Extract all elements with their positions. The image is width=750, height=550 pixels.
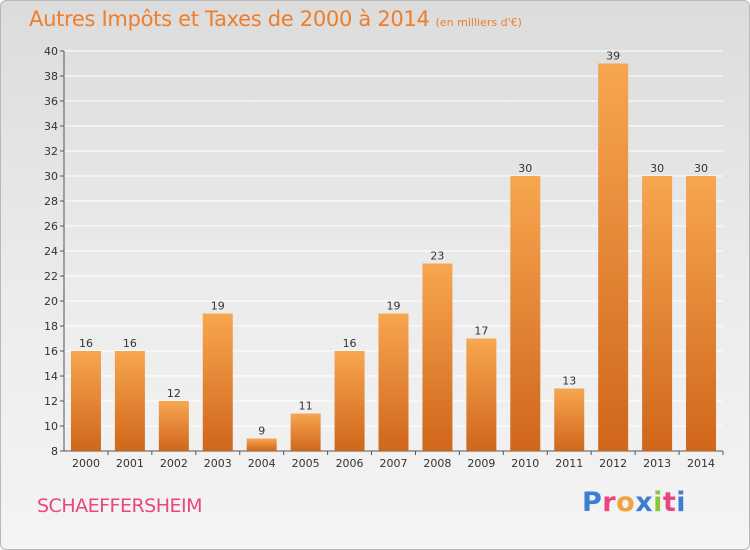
y-tick-label: 32 xyxy=(44,145,58,158)
y-tick-label: 20 xyxy=(44,295,58,308)
y-tick-label: 14 xyxy=(44,370,58,383)
commune-name: SCHAEFFERSHEIM xyxy=(37,495,203,517)
x-tick-label-2012: 2012 xyxy=(599,457,627,470)
data-label-2010: 30 xyxy=(518,162,532,175)
data-label-2004: 9 xyxy=(258,425,265,438)
bar-2008 xyxy=(422,263,453,451)
data-label-2011: 13 xyxy=(562,375,576,388)
logo-letter: P xyxy=(582,487,603,518)
bar-2000 xyxy=(70,351,101,451)
logo-letter: i xyxy=(653,487,663,518)
y-tick-label: 8 xyxy=(51,445,58,458)
bar-2007 xyxy=(378,313,409,451)
x-tick-label-2002: 2002 xyxy=(160,457,188,470)
y-tick-labels: 8 10 12 14 16 18 20 22 24 26 28 30 32 34 36 38 40 xyxy=(44,45,58,458)
data-label-2013: 30 xyxy=(650,162,664,175)
y-tick-label: 28 xyxy=(44,195,58,208)
data-label-2003: 19 xyxy=(211,300,225,313)
y-tick-label: 10 xyxy=(44,420,58,433)
bar-2010 xyxy=(510,176,541,451)
y-tick-label: 36 xyxy=(44,95,58,108)
y-tick-label: 12 xyxy=(44,395,58,408)
data-label-2002: 12 xyxy=(167,387,181,400)
bar-2003 xyxy=(202,313,233,451)
x-tick-label-2010: 2010 xyxy=(511,457,539,470)
bar-2006 xyxy=(334,351,365,451)
y-tick-label: 24 xyxy=(44,245,58,258)
chart-title-text: Autres Impôts et Taxes de 2000 à 2014 xyxy=(29,7,430,31)
x-tick-label-2013: 2013 xyxy=(643,457,671,470)
bar-2002 xyxy=(158,401,189,451)
x-tick-label-2009: 2009 xyxy=(467,457,495,470)
data-label-2006: 16 xyxy=(343,337,357,350)
data-label-2009: 17 xyxy=(474,325,488,338)
x-tick-label-2004: 2004 xyxy=(248,457,276,470)
x-tick-label-2001: 2001 xyxy=(116,457,144,470)
bar-2013 xyxy=(642,176,673,451)
chart-subtitle: (en milliers d'€) xyxy=(435,16,522,29)
data-label-2007: 19 xyxy=(387,300,401,313)
bars xyxy=(70,63,717,451)
y-tick-label: 30 xyxy=(44,170,58,183)
logo-letter: i xyxy=(676,487,687,518)
proxiti-logo: Proxiti xyxy=(582,487,686,518)
logo-letter: x xyxy=(635,487,654,518)
y-tick-label: 34 xyxy=(44,120,58,133)
logo-letter: t xyxy=(662,487,677,518)
y-tick-label: 40 xyxy=(44,45,58,58)
data-label-2001: 16 xyxy=(123,337,137,350)
x-tick-labels: 2000 2001 2002 2003 2004 2005 2006 2007 2008 2009… xyxy=(72,457,715,470)
x-tick-label-2007: 2007 xyxy=(380,457,408,470)
data-label-2005: 11 xyxy=(299,400,313,413)
y-tick-label: 16 xyxy=(44,345,58,358)
x-tick-label-2006: 2006 xyxy=(336,457,364,470)
x-tick-label-2005: 2005 xyxy=(292,457,320,470)
x-tick-label-2003: 2003 xyxy=(204,457,232,470)
data-labels: 16 16 12 19 9 11 16 19 23 17 30 13 39 30 30 xyxy=(79,50,708,438)
bar-2004 xyxy=(246,438,277,451)
y-tick-label: 38 xyxy=(44,70,58,83)
x-tick-label-2000: 2000 xyxy=(72,457,100,470)
x-tick-label-2011: 2011 xyxy=(555,457,583,470)
data-label-2014: 30 xyxy=(694,162,708,175)
logo-letter: r xyxy=(602,487,617,518)
y-tick-label: 26 xyxy=(44,220,58,233)
y-tick-label: 18 xyxy=(44,320,58,333)
y-tick-label: 22 xyxy=(44,270,58,283)
bar-2011 xyxy=(554,388,585,451)
chart-title: Autres Impôts et Taxes de 2000 à 2014 (en… xyxy=(29,7,522,31)
bar-2012 xyxy=(598,63,629,451)
x-tick-label-2014: 2014 xyxy=(687,457,715,470)
data-label-2000: 16 xyxy=(79,337,93,350)
data-label-2012: 39 xyxy=(606,50,620,63)
bar-2001 xyxy=(114,351,145,451)
data-label-2008: 23 xyxy=(430,250,444,263)
bar-2005 xyxy=(290,413,321,451)
logo-letter: o xyxy=(616,487,636,518)
bar-2014 xyxy=(686,176,717,451)
bar-2009 xyxy=(466,338,497,451)
x-tick-label-2008: 2008 xyxy=(423,457,451,470)
